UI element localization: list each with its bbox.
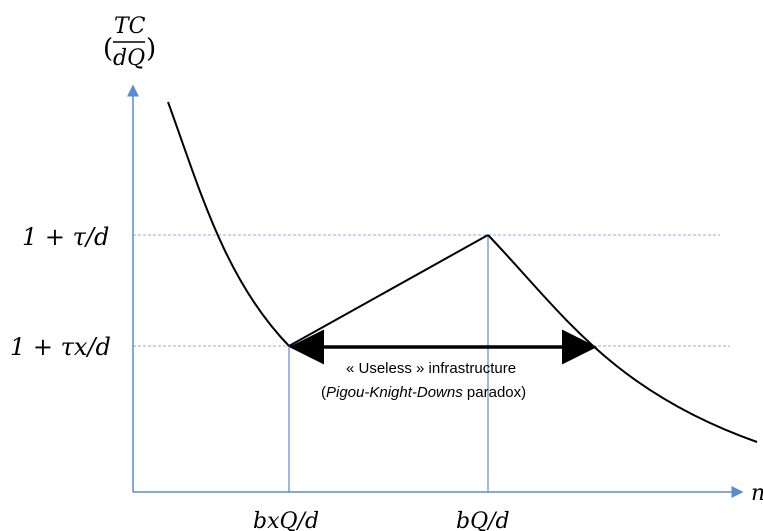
tick-label-bxq: bxQ/d xyxy=(253,509,319,531)
y-label-denominator: dQ xyxy=(113,46,145,71)
svg-text:(: ( xyxy=(103,34,113,64)
cost-curve-right xyxy=(487,234,758,443)
tick-label-bq: bQ/d xyxy=(456,509,510,531)
svg-text:): ) xyxy=(146,34,156,64)
level-label-low: 1 + τx/d xyxy=(10,333,111,361)
annotation-line1: « Useless » infrastructure xyxy=(346,360,516,377)
annotation-paradox-name: Pigou-Knight-Downs xyxy=(326,384,463,401)
y-label-numerator: TC xyxy=(114,14,146,39)
x-axis-label: n xyxy=(751,481,763,506)
cost-curve-rise xyxy=(288,234,489,347)
cost-curve-left xyxy=(167,101,290,347)
level-label-high: 1 + τ/d xyxy=(22,223,109,251)
y-axis-label: ( TC dQ ) xyxy=(103,14,156,71)
annotation-line2: (Pigou-Knight-Downs paradox) xyxy=(321,384,526,401)
